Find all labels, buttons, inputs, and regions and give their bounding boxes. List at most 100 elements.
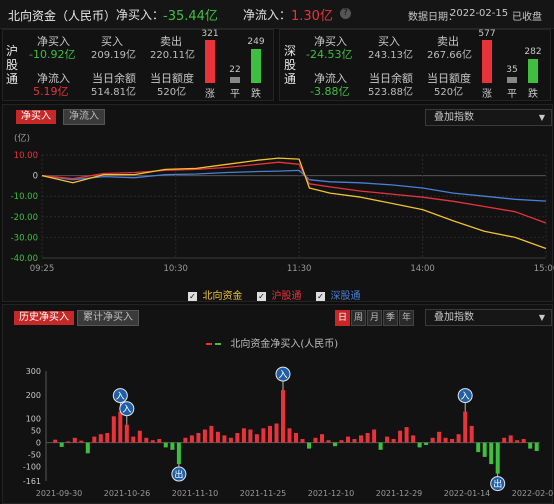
history-section <box>2 304 553 504</box>
bar <box>228 437 233 443</box>
sh-quota-value: 520亿 <box>157 87 187 98</box>
bar <box>254 434 259 443</box>
sh-down-bar <box>251 49 261 83</box>
bar <box>502 437 507 443</box>
bar <box>241 428 246 443</box>
date-value: 2022-02-15 <box>450 8 509 19</box>
bar <box>534 442 539 451</box>
x-tick-label: 2021-11-10 <box>172 489 219 498</box>
sh-up-bar <box>205 40 215 83</box>
y-tick-label: -10.00 <box>11 192 38 202</box>
bar <box>170 442 175 450</box>
y-tick-label: -100 <box>23 462 41 471</box>
y-tick-label: -30.00 <box>11 233 38 243</box>
sh-flat-bar <box>230 77 240 83</box>
marker-label: 入 <box>122 404 131 415</box>
legend-north[interactable]: ✓ 北向资金 <box>188 287 243 302</box>
sz-balance-label: 当日余额 <box>369 72 413 85</box>
bar <box>378 442 383 450</box>
net-buy-value: -35.44亿 <box>163 9 218 24</box>
bar <box>339 440 344 443</box>
intraday-chart: 10.00 0 -10.00 -20.00 -30.00 -40.00 (亿) 09:25 10… <box>11 132 554 274</box>
bar <box>92 436 97 443</box>
sz-buy-value: 243.13亿 <box>368 50 413 61</box>
tab-net-buy[interactable]: 净买入 <box>16 110 56 124</box>
sz-net-buy-value: -24.53亿 <box>306 48 353 61</box>
x-tick-label: 2022-02-07 <box>512 489 554 498</box>
bar <box>333 442 337 447</box>
buy-in-marker <box>112 388 128 404</box>
bar <box>476 442 481 453</box>
net-inflow-label: 净流入： <box>243 8 292 22</box>
sz-up-label: 涨 <box>482 89 492 100</box>
overlay-index-select[interactable]: 叠加指数 ▼ <box>425 109 552 126</box>
sz-down-bar <box>528 59 538 83</box>
y-tick-label: 10.00 <box>14 151 38 161</box>
bar <box>144 437 149 443</box>
bar <box>189 435 194 443</box>
chevron-down-icon: ▼ <box>538 313 545 322</box>
buy-in-marker <box>457 388 473 404</box>
y-tick-label: 0 <box>36 439 41 448</box>
bar <box>105 433 110 443</box>
bar <box>202 429 207 443</box>
checkbox-icon: ✓ <box>257 291 266 301</box>
sz-down-label: 跌 <box>528 89 538 100</box>
bar <box>346 436 350 443</box>
sh-up-count: 321 <box>201 29 219 39</box>
history-overlay-select[interactable]: 叠加指数 ▼ <box>425 309 552 326</box>
help-icon[interactable]: ? <box>340 8 351 19</box>
bar <box>163 442 168 448</box>
legend-sz[interactable]: ✓ 深股通 <box>316 287 361 302</box>
intraday-lines <box>41 157 547 250</box>
bar <box>463 411 468 443</box>
tab-history-net-buy[interactable]: 历史净买入 <box>14 311 74 325</box>
legend-sh-label: 沪股通 <box>271 291 302 302</box>
bar <box>307 442 311 449</box>
y-tick-label: -50 <box>28 451 41 460</box>
market-status: 已收盘 <box>512 12 542 23</box>
sh-sell-label: 卖出 <box>160 35 182 48</box>
sh-sell-value: 220.11亿 <box>150 50 195 61</box>
x-tick-label: 2021-11-25 <box>240 489 287 498</box>
bar <box>79 440 84 443</box>
period-quarter[interactable]: 季 <box>383 310 398 326</box>
page-title: 北向资金（人民币） <box>8 9 117 23</box>
bar <box>404 427 409 443</box>
period-month[interactable]: 月 <box>367 310 382 326</box>
period-day[interactable]: 日 <box>335 310 350 326</box>
bar <box>196 433 201 443</box>
bar <box>482 442 487 457</box>
period-year[interactable]: 年 <box>399 310 414 326</box>
sh-inflow-value: 5.19亿 <box>33 85 69 98</box>
sh-net-buy-label: 净买入 <box>37 35 70 48</box>
legend-sh[interactable]: ✓ 沪股通 <box>257 287 302 302</box>
sh-balance-label: 当日余额 <box>92 72 136 85</box>
period-week[interactable]: 周 <box>351 310 366 326</box>
x-tick-label: 2021-12-10 <box>308 489 355 498</box>
x-tick-label: 10:30 <box>163 264 188 274</box>
bar <box>235 433 240 443</box>
sz-title: 深股通 <box>283 44 296 86</box>
tab-cumulative-net-buy[interactable]: 累计净买入 <box>77 310 139 326</box>
history-chart: 300 200 100 50 0 -50 -100 -161 2021-09-30 2021-10… <box>23 366 554 498</box>
bar <box>176 442 181 465</box>
bar <box>495 442 500 474</box>
history-axes: 300 200 100 50 0 -50 -100 -161 2021-09-30 2021-10… <box>23 367 554 498</box>
tab-net-inflow[interactable]: 净流入 <box>63 109 105 125</box>
bar <box>98 434 103 443</box>
bar <box>157 439 162 443</box>
x-tick-label: 2022-01-14 <box>444 489 491 498</box>
sh-quota-label: 当日额度 <box>150 72 194 85</box>
bar <box>489 442 494 465</box>
bar <box>320 434 324 443</box>
bar <box>313 437 318 443</box>
sz-buy-label: 买入 <box>378 35 400 48</box>
sz-up-bar <box>482 40 492 83</box>
sz-flat-label: 平 <box>507 89 517 100</box>
sz-flat-count: 35 <box>506 65 518 75</box>
header-bar <box>0 0 554 29</box>
bar <box>261 428 266 443</box>
sh-inflow-label: 净流入 <box>37 72 70 85</box>
bar <box>417 442 422 448</box>
